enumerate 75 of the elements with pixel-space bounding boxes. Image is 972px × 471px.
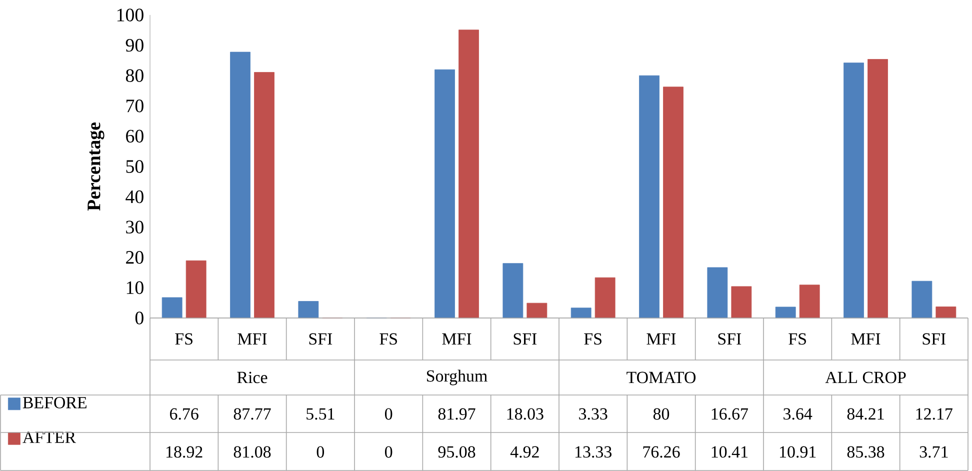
data-label: 16.67	[712, 408, 748, 420]
bar	[707, 267, 728, 318]
bar	[936, 306, 956, 318]
bar	[254, 72, 274, 318]
x-tick-label: MFI	[442, 333, 472, 345]
bar	[298, 301, 319, 318]
bar	[458, 30, 479, 318]
bar	[570, 308, 592, 318]
text: Rice	[237, 372, 268, 384]
data-label: 76.26	[643, 446, 680, 458]
x-tick-label: SFI	[309, 333, 332, 345]
y-tick-label: 70	[126, 100, 144, 112]
data-label: 87.77	[234, 408, 271, 420]
data-label: 81.08	[234, 446, 271, 458]
y-tick-label: 40	[126, 190, 144, 204]
x-tick-label: FS	[788, 333, 806, 345]
legend-label: BEFORE	[22, 396, 86, 408]
bar	[663, 86, 684, 318]
y-tick-label: 90	[126, 38, 144, 52]
data-label: 18.92	[166, 446, 202, 458]
bar	[502, 263, 524, 318]
data-label: 3.71	[920, 446, 948, 458]
y-tick-label: 100	[117, 8, 144, 22]
text: Sorghum	[426, 370, 488, 386]
x-tick-label: FS	[380, 333, 397, 345]
bar	[844, 62, 864, 318]
bar	[639, 75, 660, 318]
x-tick-label: SFI	[718, 333, 742, 345]
y-tick-label: 20	[126, 251, 144, 264]
data-label: 5.51	[306, 408, 334, 420]
data-label: 3.64	[784, 408, 812, 420]
y-tick-label: 10	[126, 281, 144, 294]
text: TOMATO	[626, 372, 696, 384]
bar	[868, 59, 888, 318]
x-tick-label: FS	[584, 333, 602, 345]
bar	[434, 69, 455, 318]
data-label: 10.91	[780, 446, 816, 458]
y-tick-label: 50	[126, 160, 144, 173]
data-label: 13.33	[576, 446, 612, 458]
y-tick-label: 30	[126, 220, 144, 234]
bar	[162, 297, 182, 318]
data-label: 0	[384, 446, 392, 458]
x-tick-label: MFI	[238, 333, 267, 345]
data-label: 0	[316, 446, 324, 458]
bar	[594, 277, 616, 318]
y-tick-label: 80	[126, 69, 144, 82]
y-axis-title: Percentage	[88, 122, 104, 211]
data-label: 18.03	[507, 408, 544, 420]
y-tick-label: 0	[135, 312, 144, 324]
bar	[186, 260, 206, 318]
x-tick-label: MFI	[851, 333, 880, 345]
data-label: 6.76	[170, 408, 198, 420]
x-tick-label: SFI	[922, 333, 946, 345]
bar	[526, 302, 548, 318]
text: ALL CROP	[825, 372, 906, 384]
x-tick-label: SFI	[514, 333, 537, 345]
data-label: 10.41	[712, 446, 748, 458]
data-label: 4.92	[510, 446, 539, 458]
data-label: 80	[653, 408, 670, 420]
data-label: 84.21	[847, 408, 884, 420]
legend-label: AFTER	[22, 432, 76, 443]
x-tick-label: FS	[175, 333, 192, 345]
data-label: 81.97	[438, 408, 476, 420]
data-label: 0	[384, 408, 392, 420]
data-label: 85.38	[847, 446, 884, 458]
bar	[731, 286, 752, 318]
bar	[912, 280, 932, 318]
data-label: 3.33	[579, 408, 608, 420]
bar	[775, 306, 796, 318]
data-label: 95.08	[438, 446, 476, 458]
data-label: 12.17	[916, 408, 952, 420]
x-tick-label: MFI	[646, 333, 676, 345]
y-tick-label: 60	[126, 130, 144, 143]
bar	[799, 284, 820, 318]
bar	[230, 52, 250, 318]
